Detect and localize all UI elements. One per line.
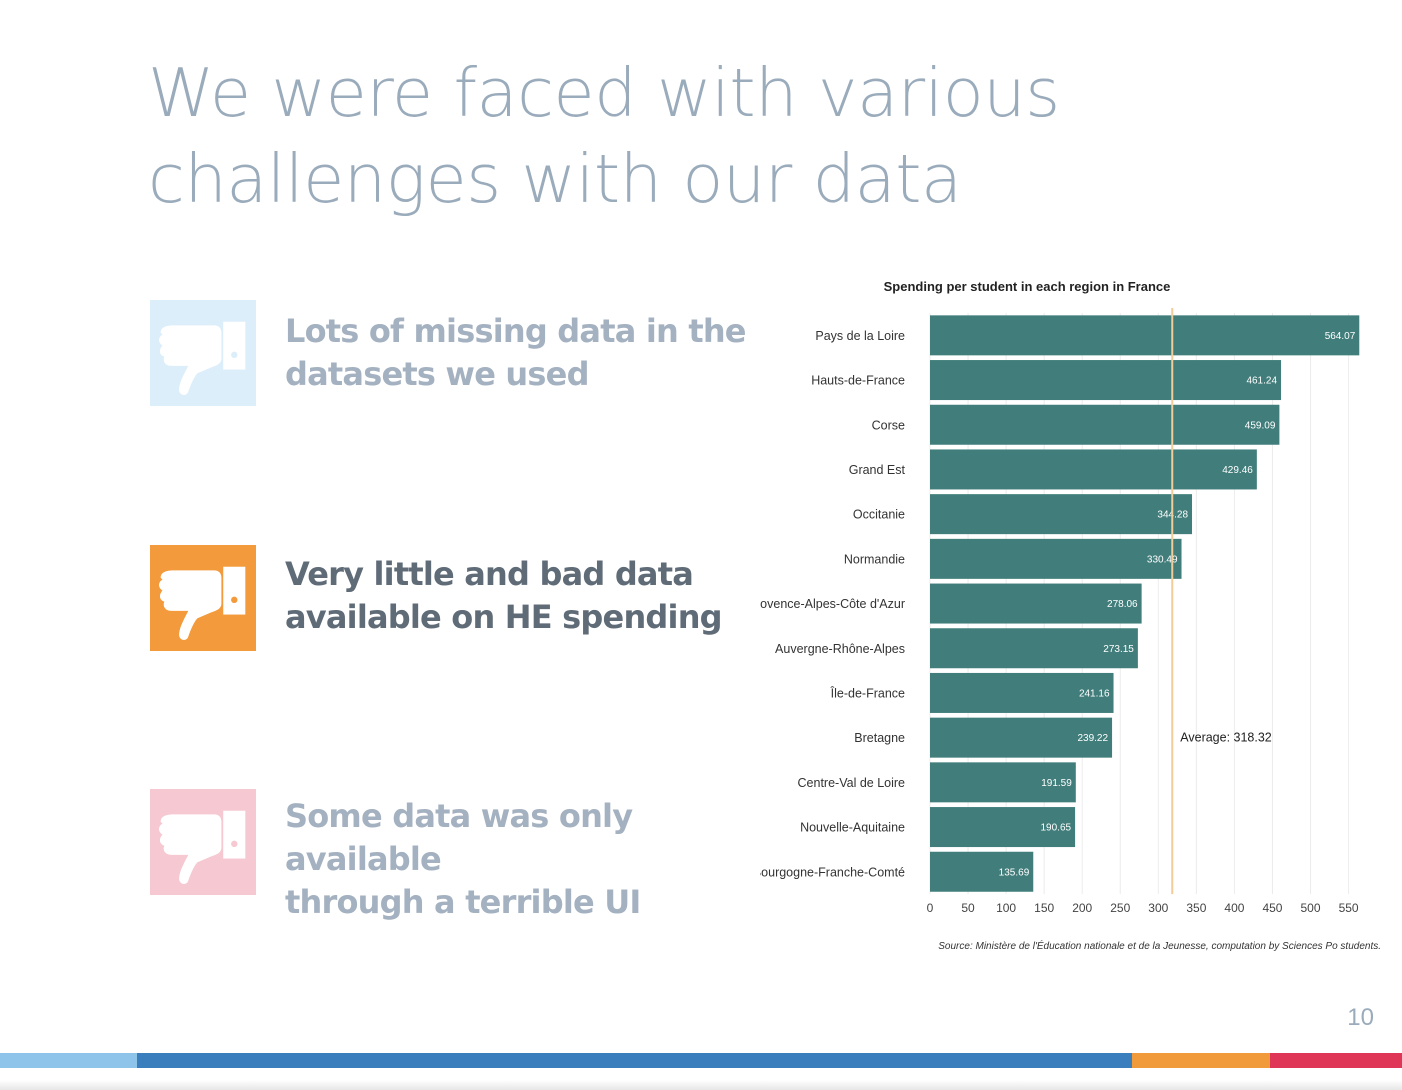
bar (930, 717, 1113, 758)
category-label: Pays de la Loire (815, 329, 905, 343)
bar (930, 628, 1138, 669)
bar (930, 449, 1257, 490)
spending-chart: Spending per student in each region in F… (748, 270, 1400, 960)
bar-value-label: 429.46 (1222, 465, 1253, 476)
thumbs-down-icon-box-3 (150, 789, 256, 895)
bar-value-label: 241.16 (1079, 688, 1110, 699)
chart-category-labels: Pays de la Loire Hauts-de-France Corse Gran… (748, 329, 906, 879)
footer-segment-light-blue (0, 1053, 137, 1068)
x-tick-label: 350 (1186, 901, 1206, 915)
x-tick-label: 400 (1224, 901, 1244, 915)
bar-value-label: 273.15 (1103, 644, 1134, 655)
category-label: Auvergne-Rhône-Alpes (775, 642, 905, 656)
bar-value-label: 278.06 (1107, 599, 1138, 610)
thumbs-down-icon-box-2 (150, 545, 256, 651)
bar (930, 360, 1282, 401)
slide-title: We were faced with various challenges wi… (148, 50, 1148, 222)
bar (930, 315, 1360, 356)
point-2-text: Very little and bad data available on HE… (285, 555, 723, 636)
title-line-2: challenges with our data (148, 140, 962, 218)
bar (930, 404, 1280, 445)
x-tick-label: 0 (927, 901, 934, 915)
bar (930, 807, 1076, 848)
bar (930, 851, 1034, 892)
category-label: Bretagne (854, 731, 905, 745)
x-tick-label: 200 (1072, 901, 1092, 915)
category-label: Hauts-de-France (811, 374, 905, 388)
footer-shadow (0, 1080, 1402, 1090)
chart-title: Spending per student in each region in F… (884, 279, 1171, 294)
bar (930, 538, 1182, 579)
bar-value-label: 461.24 (1246, 376, 1277, 387)
thumbs-down-icon-box-1 (150, 300, 256, 406)
bar-value-label: 564.07 (1325, 331, 1356, 342)
x-tick-label: 250 (1110, 901, 1130, 915)
average-label: Average: 318.32 (1180, 731, 1272, 745)
bar (930, 494, 1193, 535)
x-tick-label: 500 (1301, 901, 1321, 915)
bar-value-label: 459.09 (1245, 420, 1276, 431)
footer-segment-orange (1132, 1053, 1270, 1068)
chart-x-ticks: 0 50 100 150 200 250 300 350 400 450 500 550 (927, 901, 1359, 915)
footer-segment-red (1270, 1053, 1402, 1068)
thumbs-down-icon (159, 321, 246, 395)
category-label: Provence-Alpes-Côte d'Azur (760, 597, 905, 611)
chart-average: Average: 318.32 (1171, 308, 1272, 895)
point-1-text: Lots of missing data in the datasets we … (285, 312, 747, 393)
bar-value-label: 239.22 (1077, 733, 1108, 744)
category-label: Occitanie (853, 508, 905, 522)
x-tick-label: 300 (1148, 901, 1168, 915)
category-label: Nouvelle-Aquitaine (800, 821, 905, 835)
footer-segment-blue (137, 1053, 1132, 1068)
x-tick-label: 450 (1262, 901, 1282, 915)
thumbs-down-icon (159, 566, 246, 640)
x-tick-label: 50 (961, 901, 975, 915)
bar-chart-svg: Spending per student in each region in F… (748, 279, 1381, 952)
category-label: Corse (872, 418, 905, 432)
bar-value-label: 135.69 (999, 867, 1030, 878)
x-tick-label: 550 (1339, 901, 1359, 915)
bar (930, 583, 1142, 624)
bar (930, 762, 1076, 803)
x-tick-label: 100 (996, 901, 1016, 915)
thumbs-down-icon (159, 810, 246, 884)
bar-value-label: 330.49 (1147, 554, 1178, 565)
footer-color-bar (0, 1053, 1402, 1068)
bar-value-label: 190.65 (1041, 823, 1072, 834)
category-label: Grand Est (849, 463, 906, 477)
chart-source: Source: Ministère de l'Éducation nationa… (938, 939, 1381, 952)
chart-bars: 564.07461.24459.09429.46344.28330.49278.… (930, 315, 1360, 892)
bar-value-label: 191.59 (1041, 778, 1072, 789)
title-line-1: We were faced with various (148, 54, 1060, 132)
category-label: Centre-Val de Loire (798, 776, 906, 790)
bar (930, 672, 1114, 713)
category-label: Île-de-France (830, 685, 905, 700)
x-tick-label: 150 (1034, 901, 1054, 915)
category-label: Normandie (844, 552, 905, 566)
point-3-text: Some data was only available through a t… (285, 797, 641, 921)
page-number: 10 (1347, 1004, 1374, 1031)
category-label: Bourgogne-Franche-Comté (760, 865, 905, 879)
